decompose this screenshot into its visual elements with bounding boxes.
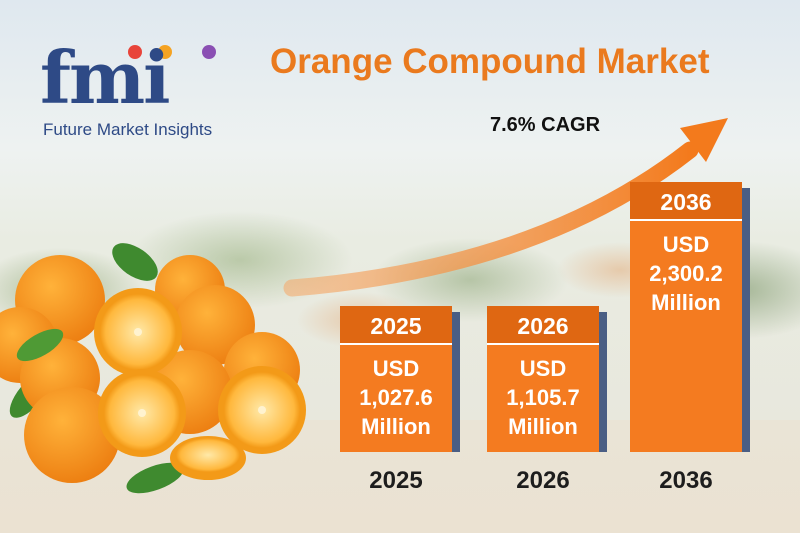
logo-wordmark: fmi [40, 35, 171, 120]
bar-header-2036 [630, 182, 742, 220]
bar-value-label-2026-1: 1,105.7 [506, 385, 579, 410]
bar-2036 [630, 182, 742, 452]
bar-value-label-2026-2: Million [508, 414, 578, 439]
bar-header-2025 [340, 306, 452, 344]
x-tick-label-2036: 2036 [659, 467, 712, 494]
bar-shadow-2026 [597, 312, 607, 452]
bar-value-label-2025-0: USD [373, 356, 419, 381]
bar-value-label-2036-1: 2,300.2 [649, 261, 722, 286]
bar-value-label-2025-1: 1,027.6 [359, 385, 432, 410]
fmi-logo: fmi Future Market Insights [40, 40, 250, 150]
logo-dot-red [128, 45, 142, 59]
x-tick-label-2025: 2025 [369, 467, 422, 494]
x-tick-label-2026: 2026 [516, 467, 569, 494]
bar-value-label-2026-0: USD [520, 356, 566, 381]
bar-value-label-2025-2: Million [361, 414, 431, 439]
bar-shadow-2025 [450, 312, 460, 452]
growth-arrow-head [680, 118, 728, 162]
bar-year-label-2036: 2036 [660, 189, 711, 215]
logo-dot-purple [202, 45, 216, 59]
bar-value-label-2036-2: Million [651, 290, 721, 315]
logo-subtitle: Future Market Insights [43, 120, 213, 139]
cagr-annotation: 7.6% CAGR [490, 114, 601, 136]
bar-year-label-2025: 2025 [370, 313, 421, 339]
bar-value-label-2036-0: USD [663, 232, 709, 257]
bar-shadow-2036 [740, 188, 750, 452]
oranges-illustration [0, 243, 306, 494]
logo-dot-yellow [158, 45, 172, 59]
chart-title: Orange Compound Market [270, 42, 710, 81]
growth-arrow [283, 141, 699, 297]
bar-header-2026 [487, 306, 599, 344]
bar-year-label-2026: 2026 [517, 313, 568, 339]
